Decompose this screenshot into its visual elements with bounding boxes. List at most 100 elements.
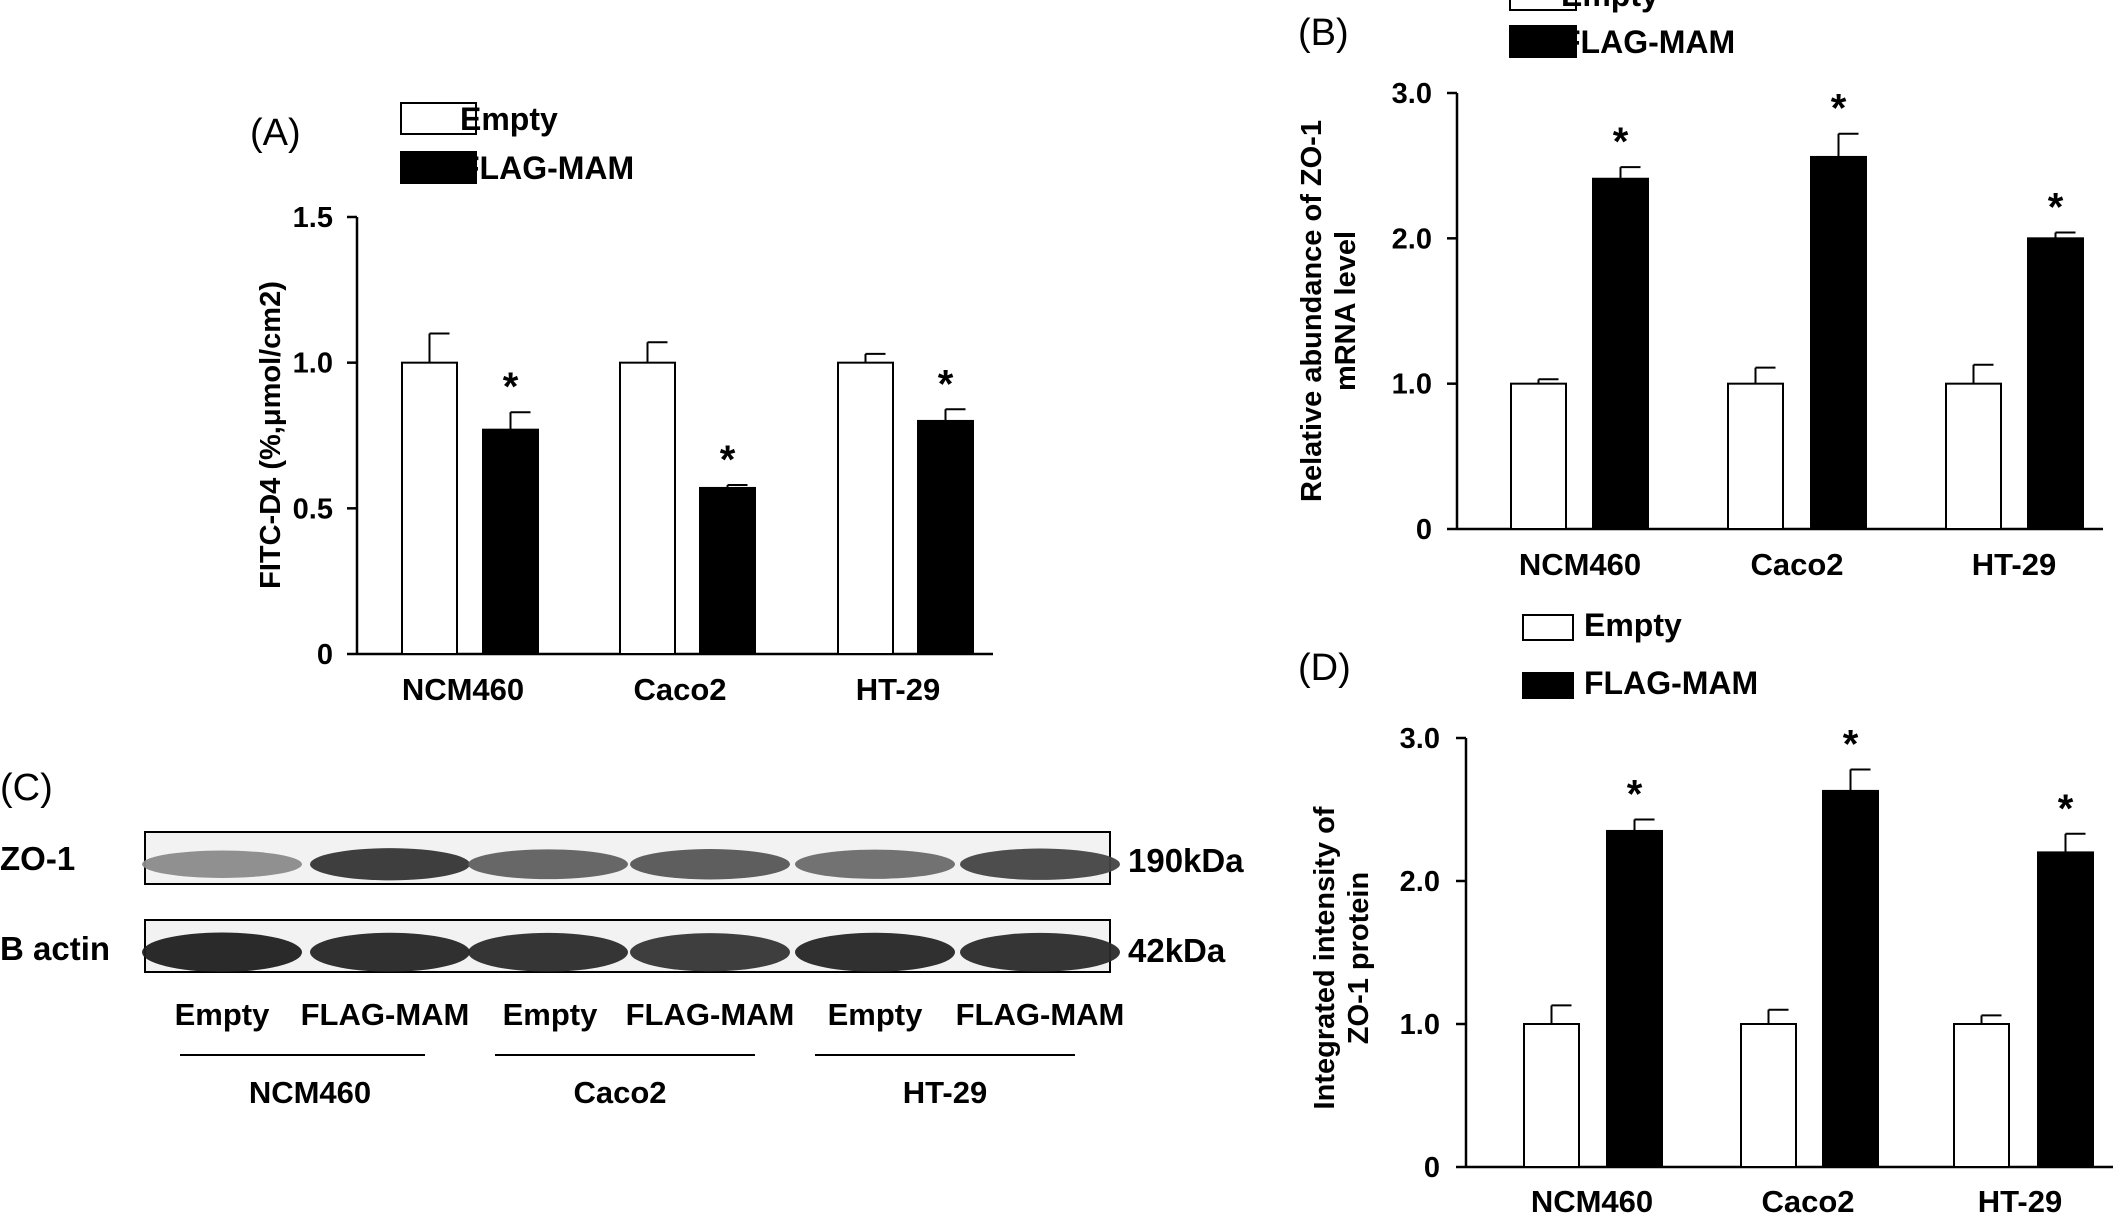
legend-swatch-empty bbox=[1522, 614, 1574, 641]
legend-label-flag: FLAG-MAM bbox=[460, 150, 634, 186]
panel-letter: (B) bbox=[1298, 12, 1349, 54]
legend-label-empty: Empty bbox=[1584, 607, 1682, 643]
panel-letter: (C) bbox=[0, 767, 53, 809]
blot-band bbox=[142, 850, 302, 878]
y-tick-label: 1.0 bbox=[1392, 369, 1432, 401]
bar-empty bbox=[837, 361, 894, 655]
blot-row-label: ZO-1 bbox=[0, 840, 75, 877]
blot-row-zo1: ZO-1 190kDa bbox=[0, 831, 1244, 885]
panel-letter: (D) bbox=[1298, 647, 1351, 689]
y-tick-label: 3.0 bbox=[1400, 723, 1440, 755]
blot-row-bactin: B actin 42kDa bbox=[0, 919, 1226, 973]
group-label: Caco2 bbox=[573, 1075, 666, 1110]
significance-star: * bbox=[720, 438, 736, 482]
blot-size-label: 190kDa bbox=[1128, 842, 1244, 879]
panel-letter: (A) bbox=[250, 112, 301, 154]
blot-band bbox=[468, 849, 628, 880]
blot-band bbox=[310, 932, 470, 972]
blot-size-label: 42kDa bbox=[1128, 932, 1226, 969]
blot-row-label: B actin bbox=[0, 930, 110, 967]
y-tick-label: 1.5 bbox=[293, 202, 333, 234]
bar-empty bbox=[401, 361, 458, 655]
group-label: NCM460 bbox=[249, 1075, 371, 1110]
lane-label: Empty bbox=[175, 997, 271, 1032]
lane-label: FLAG-MAM bbox=[956, 997, 1125, 1032]
lane-label: FLAG-MAM bbox=[301, 997, 470, 1032]
lane-label: Empty bbox=[828, 997, 924, 1032]
lane-label: FLAG-MAM bbox=[626, 997, 795, 1032]
blot-band bbox=[960, 848, 1120, 880]
bar-flag bbox=[482, 428, 539, 655]
y-tick-label: 2.0 bbox=[1392, 223, 1432, 255]
y-tick-label: 3.0 bbox=[1392, 78, 1432, 110]
legend-swatch-empty bbox=[400, 102, 477, 135]
bar-flag bbox=[2027, 237, 2084, 530]
category-label: NCM460 bbox=[1519, 547, 1641, 582]
blot-band bbox=[468, 932, 628, 972]
significance-star: * bbox=[1843, 722, 1859, 766]
y-tick-label: 0.5 bbox=[293, 493, 333, 525]
panel-b: (B) Empty FLAG-MAM 0 1.0 2.0 3.0 Relative abund… bbox=[1296, 0, 2103, 582]
category-label: Caco2 bbox=[1761, 1184, 1854, 1214]
legend-label-empty: Empty bbox=[1561, 0, 1659, 13]
group-label: HT-29 bbox=[903, 1075, 987, 1110]
legend-swatch-flag bbox=[1509, 25, 1577, 58]
bar-empty bbox=[1953, 1023, 2010, 1168]
legend: Empty FLAG-MAM bbox=[1509, 0, 1735, 60]
bar-empty bbox=[1740, 1023, 1797, 1168]
significance-star: * bbox=[2058, 787, 2074, 831]
category-label: HT-29 bbox=[1972, 547, 2056, 582]
category-label: HT-29 bbox=[856, 672, 940, 707]
legend-label-flag: FLAG-MAM bbox=[1584, 665, 1758, 701]
blot-band bbox=[630, 849, 790, 880]
y-tick-label: 0 bbox=[1424, 1152, 1440, 1184]
panel-d: (D) Empty FLAG-MAM 0 1.0 2.0 3.0 Integrated int… bbox=[1298, 607, 2113, 1214]
y-axis-label: Relative abundance of ZO-1mRNA level bbox=[1296, 120, 1362, 502]
bar-flag bbox=[1810, 155, 1867, 531]
blot-band bbox=[310, 848, 470, 881]
bar-empty bbox=[1510, 382, 1567, 530]
y-axis-label: FITC-D4 (%,μmol/cm2) bbox=[255, 281, 287, 589]
bar-flag bbox=[1606, 829, 1663, 1168]
significance-star: * bbox=[1831, 87, 1847, 131]
significance-star: * bbox=[503, 365, 519, 409]
significance-star: * bbox=[2048, 186, 2064, 230]
category-label: NCM460 bbox=[1531, 1184, 1653, 1214]
legend: Empty FLAG-MAM bbox=[400, 101, 634, 186]
panel-c: (C) ZO-1 190kDa B actin 42kDa Empty FLAG-MAM Em… bbox=[0, 767, 1244, 1110]
y-tick-label: 0 bbox=[1416, 514, 1432, 546]
legend: Empty FLAG-MAM bbox=[1522, 607, 1758, 701]
significance-star: * bbox=[1613, 120, 1629, 164]
blot-band bbox=[142, 932, 302, 972]
significance-star: * bbox=[938, 362, 954, 406]
bar-flag bbox=[917, 419, 974, 655]
legend-swatch-flag bbox=[1522, 672, 1574, 699]
legend-label-flag: FLAG-MAM bbox=[1561, 24, 1735, 60]
blot-band bbox=[795, 849, 955, 879]
blot-band bbox=[795, 932, 955, 972]
category-label: Caco2 bbox=[633, 672, 726, 707]
lane-label: Empty bbox=[503, 997, 599, 1032]
category-label: HT-29 bbox=[1978, 1184, 2062, 1214]
y-tick-label: 1.0 bbox=[1400, 1009, 1440, 1041]
legend-swatch-flag bbox=[400, 151, 477, 184]
y-tick-label: 0 bbox=[317, 639, 333, 671]
category-label: Caco2 bbox=[1750, 547, 1843, 582]
blot-frame bbox=[144, 831, 1111, 885]
blot-band bbox=[960, 932, 1120, 972]
category-label: NCM460 bbox=[402, 672, 524, 707]
y-tick-label: 1.0 bbox=[293, 348, 333, 380]
y-tick-label: 2.0 bbox=[1400, 866, 1440, 898]
bar-empty bbox=[619, 361, 676, 655]
legend-label-empty: Empty bbox=[460, 101, 558, 137]
bar-flag bbox=[2037, 851, 2094, 1169]
bar-empty bbox=[1523, 1023, 1580, 1168]
significance-star: * bbox=[1627, 773, 1643, 817]
bar-flag bbox=[1592, 177, 1649, 530]
bar-empty bbox=[1727, 382, 1784, 530]
blot-band bbox=[630, 933, 790, 972]
bar-flag bbox=[699, 486, 756, 655]
panel-a: (A) Empty FLAG-MAM 0 0.5 1.0 1.5 FITC-D4 (%,μmo… bbox=[250, 101, 993, 707]
bar-flag bbox=[1822, 789, 1879, 1168]
